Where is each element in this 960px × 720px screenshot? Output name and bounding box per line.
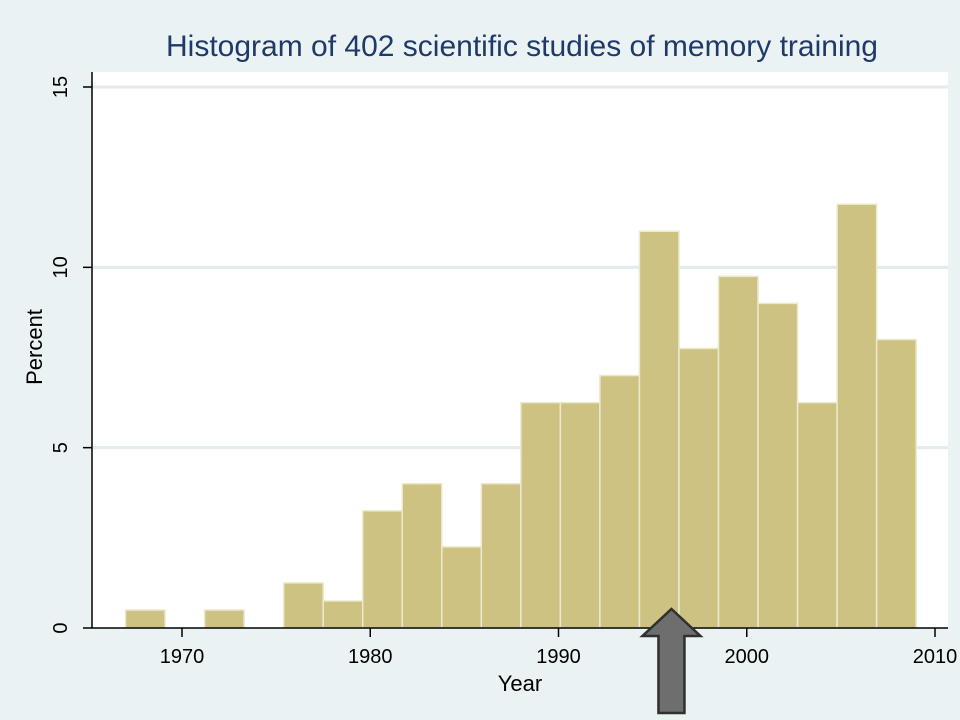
- x-tick-label: 2000: [725, 646, 770, 668]
- y-tick-label: 5: [50, 442, 72, 453]
- histogram-bar: [836, 203, 878, 629]
- tick-labels: 1970 1980 1990 2000 2010 0 5 10 15: [50, 76, 957, 668]
- histogram-bar: [480, 482, 522, 629]
- histogram-bar: [559, 401, 601, 629]
- histogram-bar: [875, 338, 917, 629]
- x-tick-label: 1990: [536, 646, 581, 668]
- histogram-bar: [441, 546, 483, 629]
- histogram-bar: [322, 600, 364, 629]
- x-tick-label: 1980: [348, 646, 393, 668]
- x-tick-label: 1970: [160, 646, 205, 668]
- y-tick-label: 0: [50, 622, 72, 633]
- annotation-arrow: [639, 607, 704, 715]
- y-axis-label: Percent: [22, 309, 47, 385]
- histogram-bar: [520, 401, 562, 629]
- histogram-bar: [717, 275, 759, 629]
- y-tick-label: 10: [50, 256, 72, 278]
- histogram-bar: [401, 482, 443, 629]
- axes: [83, 72, 948, 637]
- x-axis-label: Year: [498, 671, 542, 696]
- histogram-bar: [796, 401, 838, 629]
- histogram-bar: [757, 302, 799, 629]
- histogram-bar: [282, 582, 324, 629]
- x-tick-label: 2010: [913, 646, 958, 668]
- histogram-bar: [638, 230, 680, 629]
- histogram-bar: [678, 347, 720, 629]
- chart-title: Histogram of 402 scientific studies of m…: [166, 30, 878, 63]
- histogram-bar: [203, 609, 245, 629]
- histogram-bar: [361, 510, 404, 629]
- histogram-bar: [124, 609, 166, 629]
- bars: [124, 203, 917, 629]
- y-tick-label: 15: [50, 76, 72, 98]
- histogram-bar: [599, 374, 641, 629]
- up-arrow-icon: [639, 607, 704, 715]
